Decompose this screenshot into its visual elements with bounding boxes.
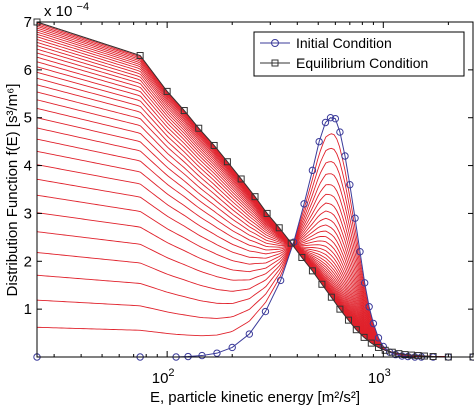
initial-condition-marker xyxy=(261,307,270,316)
x-tick-label: 102 xyxy=(152,367,175,387)
initial-condition-marker xyxy=(308,166,317,175)
y-tick-label: 1 xyxy=(24,301,32,318)
initial-condition-marker xyxy=(213,349,221,357)
initial-condition-marker xyxy=(369,319,378,328)
initial-condition-marker xyxy=(198,351,206,360)
evolution-curve xyxy=(36,33,473,358)
y-axis-label: Distribution Function f(E) [s³/m⁶] xyxy=(4,84,21,297)
legend-initial-label: Initial Condition xyxy=(296,35,392,51)
y-multiplier-exponent: −4 xyxy=(77,1,90,13)
y-tick-label: 7 xyxy=(24,14,32,31)
y-multiplier-text: x 10 xyxy=(44,3,72,20)
equilibrium-condition-marker xyxy=(336,305,344,313)
evolution-curve xyxy=(36,133,473,358)
initial-condition-marker xyxy=(351,214,359,222)
y-tick-label: 6 xyxy=(24,62,32,79)
equilibrium-condition-marker xyxy=(251,193,259,201)
equilibrium-condition-marker xyxy=(374,343,382,351)
equilibrium-condition-marker xyxy=(210,141,218,149)
y-tick-label: 3 xyxy=(24,205,32,222)
plot-frame xyxy=(36,21,474,358)
legend: Initial Condition Equilibrium Condition xyxy=(253,31,465,77)
initial-condition-marker xyxy=(365,303,373,311)
equilibrium-condition-marker xyxy=(275,224,283,232)
initial-condition-marker xyxy=(374,334,383,342)
equilibrium-condition-marker xyxy=(136,52,144,59)
initial-condition-marker xyxy=(356,248,364,256)
series-layer xyxy=(33,18,474,361)
x-tick-label-exponent: 3 xyxy=(385,367,391,379)
initial-condition-marker xyxy=(341,152,349,160)
equilibrium-condition-marker xyxy=(195,124,203,132)
initial-condition-marker xyxy=(326,114,335,122)
equilibrium-condition-marker xyxy=(344,316,352,324)
evolution-curve xyxy=(36,107,473,358)
equilibrium-condition-marker xyxy=(352,326,360,334)
equilibrium-condition-marker xyxy=(367,339,375,347)
initial-condition-marker xyxy=(360,279,369,287)
legend-initial-marker xyxy=(271,39,279,47)
equilibrium-condition-marker xyxy=(407,351,415,359)
evolution-curve xyxy=(36,127,473,358)
equilibrium-condition-marker xyxy=(263,209,271,217)
evolution-curve xyxy=(36,84,473,358)
equilibrium-condition-marker xyxy=(223,158,231,166)
initial-condition-marker xyxy=(321,118,330,127)
initial-condition-line xyxy=(37,117,473,358)
equilibrium-condition-marker xyxy=(163,87,171,95)
initial-condition-marker xyxy=(346,181,354,189)
equilibrium-condition-marker xyxy=(420,352,428,360)
equilibrium-condition-marker xyxy=(237,175,245,183)
legend-equilibrium-label: Equilibrium Condition xyxy=(296,55,428,71)
evolution-curve xyxy=(36,194,473,358)
legend-equilibrium-marker xyxy=(271,59,279,67)
initial-condition-marker xyxy=(336,128,344,136)
evolution-curve xyxy=(36,27,473,358)
x-tick-label-base: 10 xyxy=(368,370,385,387)
initial-condition-marker xyxy=(315,137,323,146)
equilibrium-condition-marker xyxy=(388,348,396,356)
evolution-curve xyxy=(36,99,473,358)
y-tick-label: 4 xyxy=(24,158,32,175)
x-tick-label: 103 xyxy=(368,367,391,387)
evolution-curve xyxy=(36,91,473,358)
initial-condition-marker xyxy=(245,330,254,338)
evolution-curve xyxy=(36,61,473,358)
equilibrium-condition-marker xyxy=(180,107,188,115)
y-tick-label: 2 xyxy=(24,253,32,270)
initial-condition-marker xyxy=(331,114,340,123)
equilibrium-condition-marker xyxy=(298,253,306,261)
y-multiplier: x 10 −4 xyxy=(44,1,89,20)
equilibrium-condition-marker xyxy=(327,293,335,301)
y-tick-label: 5 xyxy=(24,110,32,127)
equilibrium-condition-marker xyxy=(308,267,316,275)
equilibrium-condition-marker xyxy=(318,280,326,288)
equilibrium-condition-marker xyxy=(360,333,368,341)
initial-condition-marker xyxy=(228,343,236,352)
evolution-curve xyxy=(36,138,473,358)
equilibrium-condition-marker xyxy=(381,346,389,354)
initial-condition-marker xyxy=(276,276,285,285)
x-axis-label: E, particle kinetic energy [m²/s²] xyxy=(150,389,360,406)
equilibrium-condition-marker xyxy=(287,239,295,247)
legend-box xyxy=(253,31,465,77)
x-tick-label-exponent: 2 xyxy=(168,367,174,379)
x-tick-label-base: 10 xyxy=(152,370,169,387)
initial-condition-marker xyxy=(300,200,308,208)
